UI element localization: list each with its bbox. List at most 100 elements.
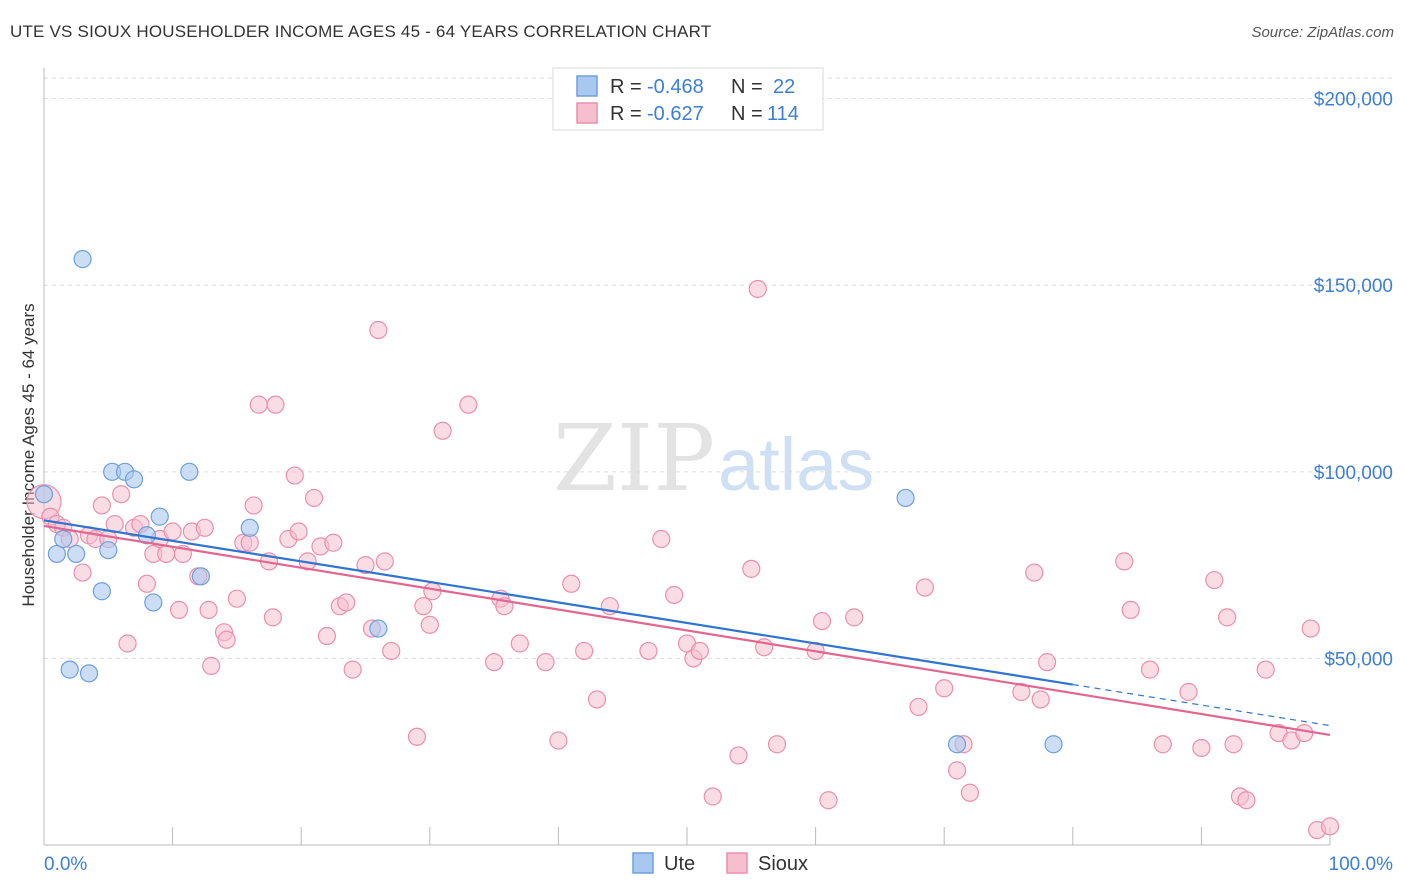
legend-ute-r-label: R =: [610, 76, 642, 98]
sioux-point: [407, 727, 427, 746]
sioux-point: [1237, 791, 1256, 810]
sioux-point: [375, 552, 394, 571]
stats-legend-box: [552, 67, 824, 131]
sioux-point: [1224, 735, 1243, 754]
sioux-point: [1320, 817, 1340, 836]
chart-title: UTE VS SIOUX HOUSEHOLDER INCOME AGES 45 …: [10, 22, 712, 41]
sioux-point: [935, 679, 954, 698]
sioux-point: [748, 279, 767, 299]
ute-point: [947, 735, 967, 754]
ute-points: [34, 250, 1063, 754]
stats-legend: R = -0.468 N = 22 R = -0.627 N = 114: [552, 67, 824, 131]
source-credit: Source: ZipAtlas.com: [1251, 24, 1394, 41]
legend-ute-r-value: -0.468: [647, 76, 704, 98]
sioux-point: [639, 641, 658, 661]
sioux-point: [369, 320, 388, 340]
sioux-trendline: [43, 524, 1331, 737]
ute-point: [79, 664, 99, 683]
ute-point: [240, 518, 259, 537]
sioux-point: [304, 488, 324, 508]
legend-sioux-swatch: [576, 102, 598, 124]
ute-point: [191, 567, 210, 586]
sioux-point: [1025, 563, 1044, 582]
ute-trendline: [43, 519, 1073, 686]
sioux-point: [217, 630, 236, 649]
sioux-point: [909, 697, 928, 717]
sioux-point: [157, 544, 176, 564]
series-legend: Ute Sioux: [632, 852, 808, 875]
legend-ute-swatch: [576, 75, 598, 97]
sioux-point: [1153, 735, 1172, 754]
sioux-point: [289, 522, 308, 541]
sioux-point: [812, 611, 832, 631]
ute-point: [144, 593, 163, 612]
sioux-point: [118, 634, 137, 653]
watermark-atlas: atlas: [718, 423, 874, 506]
legend-sioux-n-label: N =: [731, 103, 763, 125]
sioux-point: [1031, 690, 1050, 709]
sioux-point: [1012, 682, 1031, 702]
sioux-point: [1140, 660, 1160, 679]
sioux-point: [244, 496, 263, 515]
sioux-point: [562, 574, 581, 593]
sioux-point: [195, 518, 214, 537]
sioux-point: [549, 731, 568, 750]
sioux-point: [459, 395, 478, 414]
watermark-zip: ZIP: [553, 405, 715, 512]
bottom-legend-sioux-swatch: [726, 852, 748, 874]
ute-point: [369, 619, 388, 638]
bottom-legend-ute-swatch: [632, 852, 654, 874]
sioux-point: [947, 761, 967, 780]
ute-trendline-extension: [1072, 683, 1331, 727]
ute-point: [1044, 735, 1063, 754]
sioux-point: [73, 563, 92, 582]
sioux-point: [536, 653, 555, 672]
sioux-point: [1121, 600, 1140, 620]
sioux-point: [356, 556, 375, 575]
sioux-point: [587, 690, 607, 709]
sioux-point: [485, 653, 504, 672]
ute-point: [67, 544, 86, 564]
legend-ute-n-label: N =: [731, 76, 763, 98]
ute-point: [73, 250, 92, 269]
sioux-point: [199, 600, 218, 620]
sioux-point: [169, 600, 189, 620]
sioux-point: [960, 783, 980, 802]
sioux-point: [1115, 552, 1134, 571]
sioux-point: [1179, 682, 1198, 702]
sioux-point: [1295, 723, 1314, 743]
sioux-point: [414, 597, 433, 616]
ute-point: [124, 470, 144, 489]
bottom-legend-sioux-label: Sioux: [758, 853, 808, 875]
bottom-legend-ute-label: Ute: [664, 853, 695, 875]
sioux-point: [845, 608, 864, 627]
sioux-points: [26, 279, 1340, 840]
x-tick-label-end: 100.0%: [1329, 854, 1394, 875]
sioux-point: [343, 660, 362, 679]
sioux-point: [227, 589, 246, 608]
sioux-point: [915, 578, 935, 597]
sioux-point: [729, 746, 748, 765]
ute-point: [180, 462, 199, 481]
sioux-point: [510, 634, 529, 653]
sioux-point: [652, 529, 671, 549]
ute-point: [34, 485, 54, 504]
ute-point: [54, 529, 73, 549]
y-tick-labels: $50,000 $100,000 $150,000 $200,000: [1314, 90, 1393, 671]
y-tick-label-3: $200,000: [1314, 90, 1393, 111]
ute-point: [60, 660, 79, 679]
sioux-point: [1256, 660, 1275, 679]
sioux-point: [266, 395, 285, 414]
sioux-point: [575, 641, 594, 661]
sioux-point: [423, 582, 442, 601]
x-tick-labels: 0.0% 100.0%: [44, 854, 1393, 875]
ute-point: [896, 488, 915, 508]
sioux-point: [285, 466, 304, 485]
sioux-point: [703, 787, 722, 806]
ute-point: [150, 507, 169, 526]
legend-sioux-r-label: R =: [610, 103, 642, 125]
y-axis-label: Householder Income Ages 45 - 64 years: [19, 303, 38, 606]
axes: [43, 68, 1331, 846]
legend-ute-n-value: 22: [773, 76, 795, 98]
